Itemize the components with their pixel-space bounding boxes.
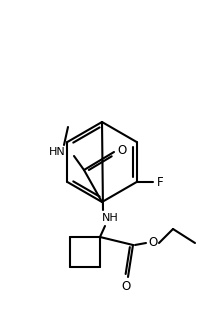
Text: HN: HN <box>49 147 66 157</box>
Text: O: O <box>117 144 127 157</box>
Text: F: F <box>157 175 164 188</box>
Text: O: O <box>121 280 131 293</box>
Text: NH: NH <box>102 213 118 223</box>
Text: O: O <box>148 236 158 250</box>
